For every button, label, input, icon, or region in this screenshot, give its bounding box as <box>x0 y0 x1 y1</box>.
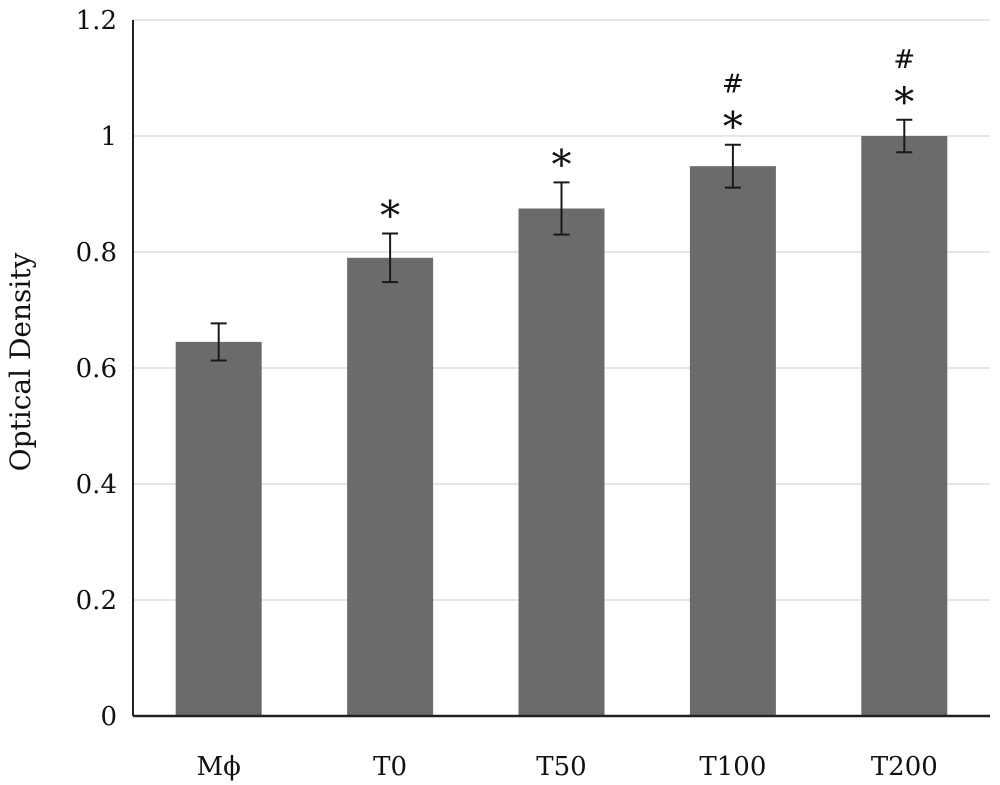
bar-1 <box>175 341 262 716</box>
significance-hash: # <box>722 70 744 100</box>
x-tick-label: Mϕ <box>197 752 241 782</box>
x-tick-label: T200 <box>871 752 938 782</box>
significance-asterisk: * <box>380 193 400 239</box>
error-bars <box>210 118 913 362</box>
significance-markers: * * * # * # <box>380 45 915 240</box>
bar-5 <box>861 136 948 716</box>
bar-4 <box>689 166 776 716</box>
y-tick-label: 0.8 <box>76 238 117 268</box>
significance-asterisk: * <box>894 80 914 126</box>
axes <box>132 20 990 718</box>
significance-hash: # <box>893 45 915 75</box>
bar-2 <box>347 257 434 716</box>
significance-asterisk: * <box>552 142 572 188</box>
bars <box>175 136 948 716</box>
bar-3 <box>518 208 605 716</box>
y-tick-label: 1 <box>100 122 117 152</box>
significance-asterisk: * <box>723 105 743 151</box>
y-tick-label: 1.2 <box>76 6 117 36</box>
y-tick-label: 0.4 <box>76 470 117 500</box>
x-tick-label: T50 <box>536 752 586 782</box>
y-tick-label: 0.6 <box>76 354 117 384</box>
y-tick-label: 0 <box>100 702 117 732</box>
y-tick-label: 0.2 <box>76 586 117 616</box>
y-tick-labels: 0 0.2 0.4 0.6 0.8 1 1.2 <box>76 6 117 732</box>
x-tick-labels: Mϕ T0 T50 T100 T200 <box>197 752 938 782</box>
x-tick-label: T0 <box>373 752 407 782</box>
x-tick-label: T100 <box>699 752 766 782</box>
y-axis-title: Optical Density <box>4 252 37 471</box>
